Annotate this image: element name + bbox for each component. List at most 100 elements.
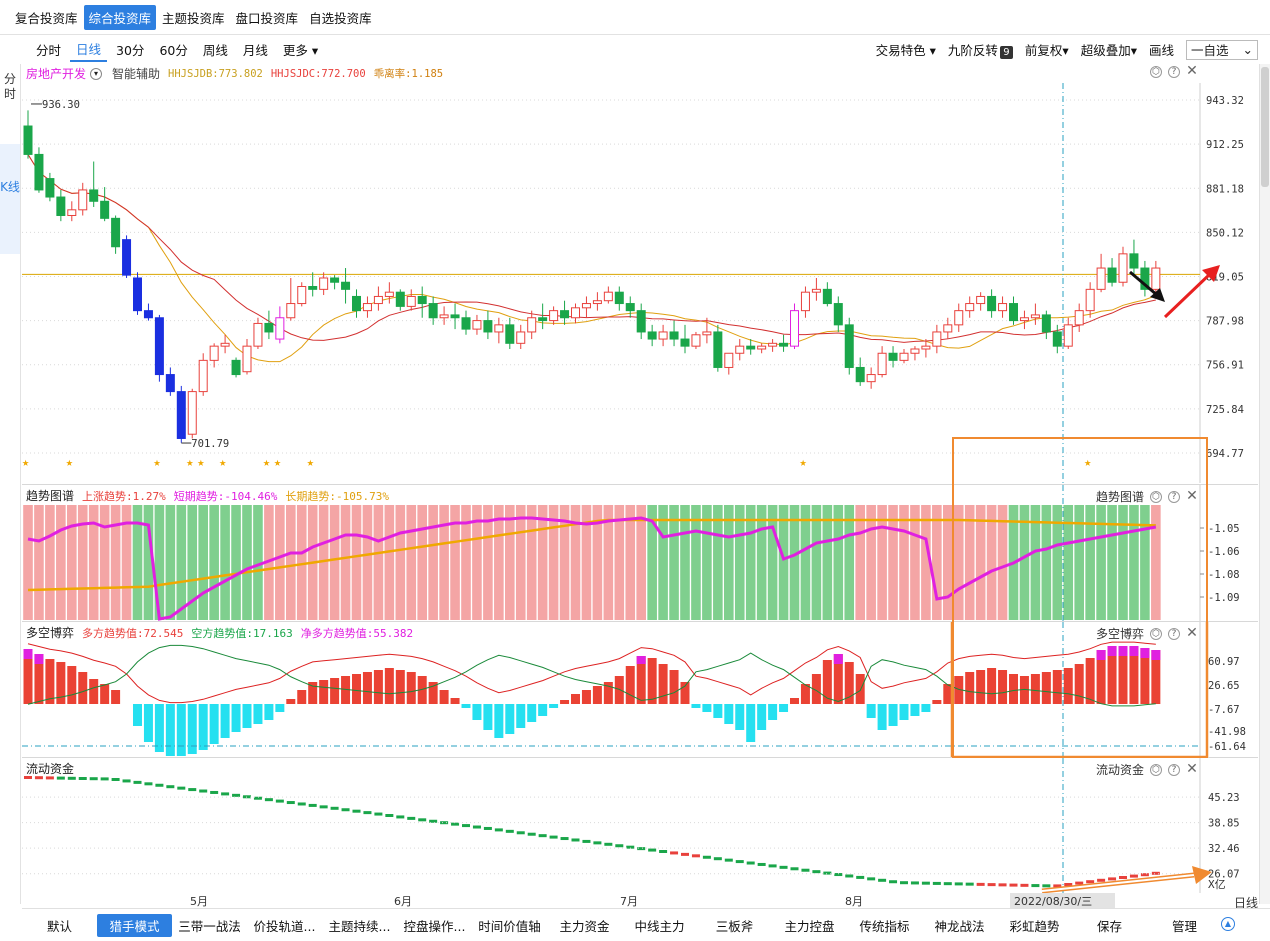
vertical-scrollbar[interactable] xyxy=(1259,64,1270,904)
help-icon[interactable]: ? xyxy=(1168,66,1180,78)
flow-dash xyxy=(932,881,941,885)
help-icon[interactable]: ? xyxy=(1168,490,1180,503)
strategy-10[interactable]: 主力控盘 xyxy=(784,918,835,934)
strategy-11[interactable]: 传统指标 xyxy=(859,918,910,934)
capital-flow-panel[interactable]: 45.23 38.85 32.46 26.07 X亿 流动资金 流动资金 ⬡ ? ✕ xyxy=(22,758,1258,893)
flow-unit: X亿 xyxy=(1208,878,1226,891)
trend-bar xyxy=(99,505,110,620)
strategy-2[interactable]: 三带一战法 xyxy=(178,918,241,934)
period-tab-4[interactable]: 周线 xyxy=(202,43,228,58)
library-tab-4[interactable]: 自选投资库 xyxy=(309,10,372,26)
y-tick-7: 725.84 xyxy=(1206,404,1244,416)
candle-body xyxy=(987,295,997,312)
kline-panel[interactable]: 房地产开发 ▾ 智能辅助 HHJSJDB:773.802 HHJSJDC:772… xyxy=(22,63,1258,483)
stock-name[interactable]: 房地产开发 xyxy=(26,67,87,81)
trade-feature-menu[interactable]: 交易特色 ▾ xyxy=(875,43,936,58)
close-icon[interactable]: ✕ xyxy=(1186,760,1198,777)
candle-body xyxy=(341,281,351,290)
bull-bear-bar xyxy=(877,704,887,730)
settings-icon[interactable]: ⬡ xyxy=(1150,763,1162,776)
overlay-menu[interactable]: 超级叠加▾ xyxy=(1080,43,1137,58)
flow-dash xyxy=(78,777,87,780)
more-menu[interactable]: 更多 ▾ xyxy=(282,43,319,58)
candle-body xyxy=(373,295,383,305)
close-icon[interactable]: ✕ xyxy=(1186,63,1198,79)
trend-bar xyxy=(165,505,176,620)
period-tab-1[interactable]: 日线 xyxy=(70,37,108,62)
strategy-0[interactable]: 默认 xyxy=(46,918,72,934)
candle-body xyxy=(89,189,99,202)
flow-dash xyxy=(352,809,361,813)
panel-divider xyxy=(22,484,1258,485)
trend-bar xyxy=(77,505,88,620)
trend-controls: 趋势图谱 ⬡ ? ✕ xyxy=(1096,488,1198,505)
bull-bear-bar xyxy=(472,704,482,720)
trend-header: 趋势图谱 上涨趋势:1.27% 短期趋势:-104.46% 长期趋势:-105.… xyxy=(26,487,397,504)
settings-icon[interactable]: ⬡ xyxy=(1150,627,1162,640)
strategy-5[interactable]: 控盘操作... xyxy=(403,918,466,934)
candle-body xyxy=(187,391,197,435)
settings-icon[interactable]: ⬡ xyxy=(1150,490,1162,503)
period-tab-0[interactable]: 分时 xyxy=(36,43,62,58)
strategy-4[interactable]: 主题持续... xyxy=(328,918,391,934)
candle-body xyxy=(1129,253,1139,269)
flow-dash xyxy=(823,871,832,875)
strategy-14[interactable]: 保存 xyxy=(1096,918,1122,934)
close-icon[interactable]: ✕ xyxy=(1186,487,1198,504)
library-tab-2[interactable]: 主题投资库 xyxy=(162,10,225,26)
scrollbar-thumb[interactable] xyxy=(1261,67,1269,187)
side-tab-1[interactable]: K线 xyxy=(0,144,20,254)
strategy-15[interactable]: 管理 xyxy=(1171,918,1197,934)
bull-bear-panel[interactable]: 60.97 26.65 -7.67 -41.98 -61.64 多空博弈 多方趋势值:7… xyxy=(22,622,1258,757)
bull-bear-bar xyxy=(1030,674,1040,704)
strategy-1[interactable]: 猎手模式 xyxy=(97,913,172,937)
bull-bear-bar xyxy=(494,704,504,738)
help-icon[interactable]: ? xyxy=(1168,763,1180,776)
flow-dash xyxy=(659,850,668,853)
assist-label[interactable]: 智能辅助 xyxy=(112,67,161,81)
side-tab-0[interactable]: 分时 xyxy=(3,72,16,101)
strategy-7[interactable]: 主力资金 xyxy=(559,918,610,934)
library-tab-3[interactable]: 盘口投资库 xyxy=(235,10,299,26)
strategy-13[interactable]: 彩虹趋势 xyxy=(1009,918,1060,934)
strategy-12[interactable]: 神龙战法 xyxy=(934,918,985,934)
library-tab-0[interactable]: 复合投资库 xyxy=(15,10,78,26)
trend-bar xyxy=(505,505,515,620)
adjust-menu[interactable]: 前复权▾ xyxy=(1024,43,1069,58)
bull-bear-bar xyxy=(910,704,920,716)
bull-bear-bar xyxy=(538,704,548,716)
trend-bar xyxy=(953,505,964,620)
strategy-9[interactable]: 三板斧 xyxy=(715,918,754,934)
trend-bar xyxy=(997,505,1008,620)
watchlist-select[interactable]: 一自选 ⌄ xyxy=(1186,39,1258,60)
help-icon[interactable]: ? xyxy=(1168,627,1180,640)
period-tab-5[interactable]: 月线 xyxy=(242,43,268,58)
draw-line-button[interactable]: 画线 xyxy=(1148,43,1174,58)
flow-dash xyxy=(319,805,328,809)
flow-dash xyxy=(527,832,536,836)
more-label: 更多 xyxy=(282,43,308,58)
candle-body xyxy=(1063,324,1073,347)
strategy-3[interactable]: 价投轨道... xyxy=(253,918,316,934)
trend-panel[interactable]: -1.05 -1.06 -1.08 -1.09 趋势图谱 上涨趋势:1.27% 短期趋… xyxy=(22,485,1258,621)
trend-bar xyxy=(537,505,548,620)
trend-bar xyxy=(899,505,909,620)
bull-bear-bar xyxy=(319,680,329,704)
trend-bar xyxy=(362,505,373,620)
nine-reverse-button[interactable]: 九阶反转 9 xyxy=(942,38,1019,61)
candle-body xyxy=(1118,253,1128,283)
library-tab-1[interactable]: 综合投资库 xyxy=(83,4,157,30)
period-tab-2[interactable]: 30分 xyxy=(116,43,145,58)
settings-icon[interactable]: ⬡ xyxy=(1150,66,1162,78)
flow-dash xyxy=(626,845,635,849)
close-icon[interactable]: ✕ xyxy=(1186,624,1198,641)
bull-bear-bar xyxy=(352,674,361,704)
stock-dropdown-icon[interactable]: ▾ xyxy=(90,67,103,80)
collapse-up-icon[interactable]: ▲ xyxy=(1221,917,1235,931)
strategy-6[interactable]: 时间价值轴 xyxy=(478,918,541,934)
flow-dash xyxy=(1031,884,1040,888)
period-tab-3[interactable]: 60分 xyxy=(159,43,188,58)
candle-body xyxy=(56,196,66,216)
flow-controls: 流动资金 ⬡ ? ✕ xyxy=(1096,761,1198,778)
strategy-8[interactable]: 中线主力 xyxy=(634,918,685,934)
